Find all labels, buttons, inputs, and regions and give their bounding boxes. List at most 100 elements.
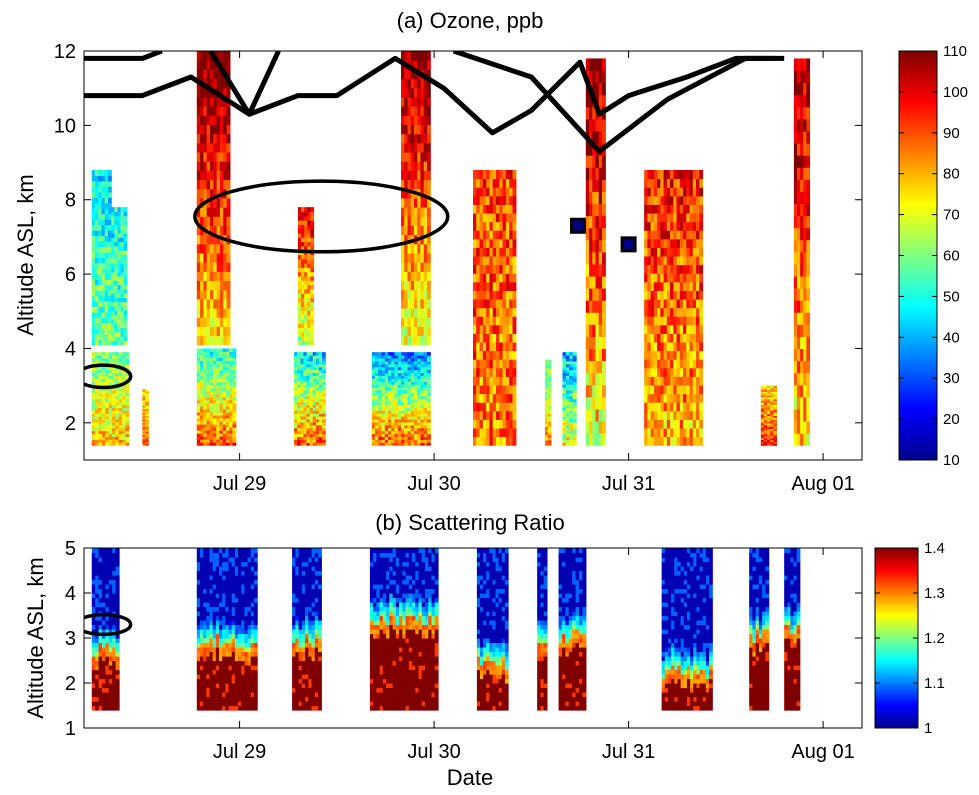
ozone-cell (219, 326, 224, 337)
ozone-cell (98, 240, 103, 248)
colorbar-tick-label: 110 (943, 43, 967, 60)
ozone-cell (225, 357, 230, 362)
ozone-cell (673, 341, 678, 352)
ozone-cell (660, 230, 665, 240)
scattering-cell (95, 687, 100, 693)
ozone-cell (111, 241, 115, 247)
scattering-cell (91, 660, 96, 666)
ozone-cell (312, 352, 317, 356)
ozone-cell (512, 436, 517, 446)
scattering-cell (196, 575, 201, 581)
ozone-cell (404, 410, 409, 414)
ozone-cell (315, 430, 320, 435)
ozone-cell (565, 427, 570, 432)
ozone-cell (565, 401, 570, 406)
ozone-cell (512, 393, 517, 403)
ozone-cell (200, 436, 204, 440)
ozone-cell (663, 419, 668, 429)
ozone-cell (216, 351, 221, 356)
scattering-cell (108, 647, 113, 653)
ozone-cell (803, 82, 807, 96)
ozone-cell (301, 224, 305, 230)
ozone-cell (547, 413, 552, 417)
scattering-cell (101, 656, 106, 662)
ozone-cell (800, 312, 804, 325)
ozone-cell (417, 424, 422, 429)
ozone-cell (660, 281, 665, 291)
ozone-cell (303, 387, 308, 391)
ozone-cell (426, 60, 431, 70)
ozone-cell (115, 357, 120, 362)
ozone-cell (120, 232, 125, 238)
ozone-cell (699, 273, 704, 283)
ozone-cell (95, 169, 99, 177)
ozone-cell (592, 372, 597, 386)
scattering-cell (115, 615, 120, 621)
ozone-cell (394, 355, 399, 359)
ozone-cell (391, 355, 396, 359)
ozone-cell (562, 384, 567, 388)
ozone-cell (770, 396, 774, 400)
scattering-cell (196, 561, 201, 567)
ozone-cell (307, 211, 311, 217)
ozone-cell (219, 216, 224, 227)
ozone-cell (111, 404, 116, 408)
ozone-cell (512, 402, 517, 412)
ozone-cell (592, 215, 597, 229)
ozone-cell (301, 220, 305, 225)
ozone-cell (407, 387, 412, 391)
ozone-cell (426, 389, 431, 394)
ozone-cell (800, 300, 804, 313)
ozone-cell (562, 421, 567, 426)
ozone-cell (229, 411, 234, 416)
ozone-cell (219, 360, 224, 365)
ozone-cell (95, 186, 99, 193)
ozone-cell (222, 375, 227, 380)
ozone-cell (142, 420, 146, 424)
ozone-cell (388, 363, 392, 368)
ozone-cell (404, 262, 409, 272)
ozone-cell (479, 187, 484, 197)
ozone-cell (663, 436, 668, 446)
ozone-cell (315, 401, 320, 406)
ozone-cell (216, 360, 221, 365)
ozone-cell (223, 289, 228, 300)
ozone-cell (388, 413, 392, 417)
ozone-cell (410, 335, 415, 346)
ozone-cell (203, 142, 208, 153)
ozone-cell (142, 401, 146, 404)
ozone-cell (660, 350, 665, 360)
ozone-cell (598, 263, 603, 277)
ozone-cell (216, 142, 221, 153)
ozone-cell (420, 430, 425, 435)
ozone-cell (423, 439, 428, 443)
ozone-cell (297, 284, 302, 290)
ozone-cell (644, 169, 648, 180)
ozone-cell (417, 124, 422, 135)
ozone-cell (512, 204, 517, 214)
ozone-cell (216, 387, 221, 392)
ozone-cell (111, 254, 115, 260)
ozone-cell (679, 247, 684, 257)
scattering-cell (105, 579, 110, 585)
ozone-cell (309, 369, 314, 374)
ozone-cell (404, 387, 409, 391)
ozone-cell (417, 360, 422, 365)
scattering-cell (98, 692, 103, 698)
ozone-cell (486, 264, 491, 274)
ozone-cell (222, 433, 227, 437)
ozone-cell (371, 363, 376, 368)
ozone-cell (401, 87, 405, 98)
ozone-cell (306, 392, 311, 397)
ozone-cell (294, 416, 298, 420)
ozone-cell (509, 367, 514, 377)
ozone-cell (107, 339, 112, 346)
ozone-cell (676, 324, 681, 334)
ozone-cell (544, 421, 549, 425)
ozone-cell (806, 167, 811, 180)
ozone-cell (397, 363, 402, 368)
ozone-cell (114, 297, 119, 303)
ozone-cell (203, 375, 208, 380)
ozone-cell (111, 381, 116, 385)
ozone-cell (407, 389, 412, 394)
